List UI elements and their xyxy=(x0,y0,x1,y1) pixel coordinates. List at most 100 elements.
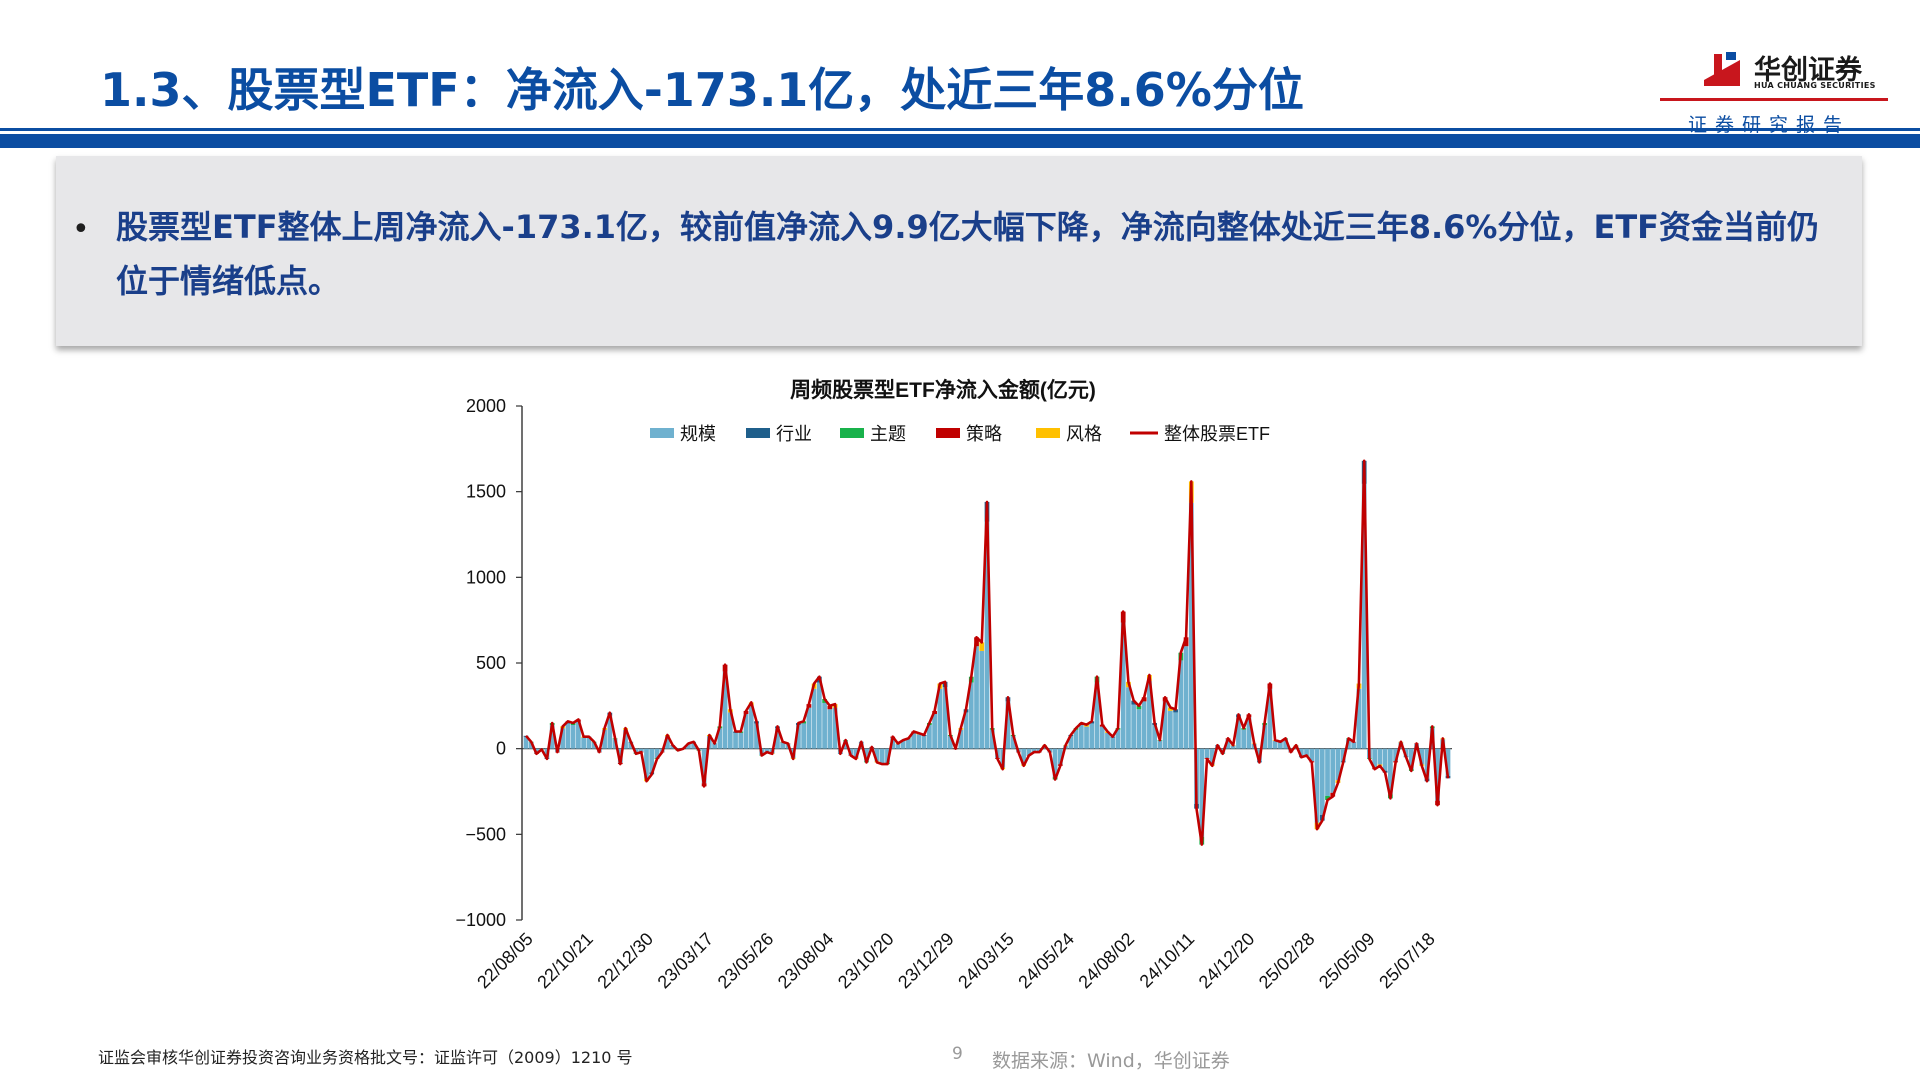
bar-scale xyxy=(874,748,880,762)
bar-scale xyxy=(1110,737,1116,749)
header-divider-thin xyxy=(0,128,1920,131)
bar-scale xyxy=(895,743,901,749)
bar-scale xyxy=(1309,748,1315,762)
bar-scale xyxy=(764,748,770,752)
bar-scale xyxy=(1340,748,1346,762)
bar-scale xyxy=(816,682,822,749)
x-tick-label: 23/10/20 xyxy=(834,929,898,993)
bar-scale xyxy=(906,739,911,749)
bar-scale xyxy=(743,713,749,749)
bar-scale xyxy=(1141,701,1147,749)
bar-scale xyxy=(1361,483,1367,749)
bar-scale xyxy=(989,729,995,749)
x-tick-label: 22/08/05 xyxy=(473,929,537,993)
bar-scale xyxy=(1073,729,1079,749)
bar-scale xyxy=(963,712,969,749)
bar-scale xyxy=(1152,725,1158,749)
page-number: 9 xyxy=(952,1044,963,1064)
bar-scale xyxy=(780,742,786,749)
bar-scale xyxy=(843,740,848,749)
bar-scale xyxy=(801,723,807,749)
bar-scale xyxy=(628,742,634,749)
bar-scale xyxy=(864,748,869,762)
bar-scale xyxy=(1115,729,1121,749)
bar-other xyxy=(1136,705,1142,710)
bar-scale xyxy=(1188,502,1194,749)
bar-scale xyxy=(1010,736,1016,749)
bar-scale xyxy=(1325,748,1330,796)
report-tag: 证券研究报告 xyxy=(1688,114,1851,136)
bar-scale xyxy=(1377,748,1383,765)
bar-scale xyxy=(942,687,948,749)
bar-scale xyxy=(1021,748,1027,765)
bar-scale xyxy=(1356,688,1362,749)
bar-scale xyxy=(1335,748,1341,781)
bar-scale xyxy=(623,729,628,749)
bar-scale xyxy=(686,743,691,749)
bar-scale xyxy=(1314,748,1320,823)
bar-scale xyxy=(984,521,990,749)
bar-scale xyxy=(1393,748,1398,762)
y-tick-label: 0 xyxy=(496,739,506,759)
bar-scale xyxy=(958,729,964,749)
bar-scale xyxy=(1272,740,1278,749)
logo-mark-icon xyxy=(1704,52,1740,86)
data-source: 数据来源：Wind，华创证券 xyxy=(992,1050,1230,1072)
legend-label: 规模 xyxy=(680,424,716,444)
bar-scale xyxy=(1005,701,1011,749)
legend-swatch xyxy=(746,428,770,438)
bar-scale xyxy=(1408,748,1414,770)
summary-box xyxy=(56,156,1862,346)
bar-scale xyxy=(591,742,597,749)
bar-scale xyxy=(1372,748,1378,768)
bar-scale xyxy=(1157,740,1163,749)
etf-flow-chart: 周频股票型ETF净流入金额(亿元) 规模 行业 主题 策略 风格 整体股票ETF 2000… xyxy=(400,370,1500,1050)
bar-scale xyxy=(1225,739,1231,749)
bar-other xyxy=(1325,795,1330,801)
bar-scale xyxy=(1178,660,1184,749)
bar-scale xyxy=(549,725,555,749)
bar-other xyxy=(1167,707,1173,711)
bar-scale xyxy=(974,646,979,749)
bar-scale xyxy=(712,743,717,749)
bar-scale xyxy=(1105,732,1110,749)
x-tick-label: 24/12/20 xyxy=(1195,929,1259,993)
bar-scale xyxy=(1126,687,1131,749)
bar-scale xyxy=(1131,704,1137,749)
bar-scale xyxy=(1167,710,1173,749)
bar-scale xyxy=(738,732,744,749)
summary-text: 股票型ETF整体上周净流入-173.1亿，较前值净流入9.9亿大幅下降，净流向整… xyxy=(116,208,1820,300)
bar-scale xyxy=(811,688,817,749)
bar-scale xyxy=(1419,748,1425,765)
bar-scale xyxy=(853,748,859,759)
bar-scale xyxy=(1031,748,1037,752)
bar-scale xyxy=(827,709,833,749)
x-tick-label: 25/02/28 xyxy=(1255,929,1319,993)
bar-scale xyxy=(1403,748,1409,757)
bar-scale xyxy=(832,707,838,749)
x-axis: 22/08/0522/10/2122/12/3023/03/1723/05/26… xyxy=(473,929,1439,993)
bar-scale xyxy=(879,748,885,763)
x-tick-label: 22/12/30 xyxy=(593,929,657,993)
bar-scale xyxy=(947,736,953,749)
x-tick-label: 24/05/24 xyxy=(1014,929,1078,993)
bar-scale xyxy=(528,742,534,749)
license-note: 证监会审核华创证券投资咨询业务资格批文号：证监许可（2009）1210 号 xyxy=(98,1048,633,1067)
bar-scale xyxy=(1183,646,1189,749)
x-tick-label: 23/05/26 xyxy=(714,929,778,993)
bar-other xyxy=(1173,709,1178,713)
bar-scale xyxy=(560,728,566,749)
legend-label: 行业 xyxy=(776,424,812,444)
bar-scale xyxy=(1084,726,1089,749)
bar-scale xyxy=(565,723,571,749)
x-tick-label: 23/08/04 xyxy=(774,929,838,993)
legend-label: 策略 xyxy=(966,424,1002,444)
bar-other xyxy=(1131,700,1137,705)
bar-scale xyxy=(1230,745,1236,749)
bar-scale xyxy=(754,723,759,749)
bar-scale xyxy=(570,725,576,749)
bar-scale xyxy=(1262,725,1268,749)
header-divider xyxy=(0,134,1920,148)
bar-scale xyxy=(581,737,586,749)
bar-scale xyxy=(733,732,738,749)
